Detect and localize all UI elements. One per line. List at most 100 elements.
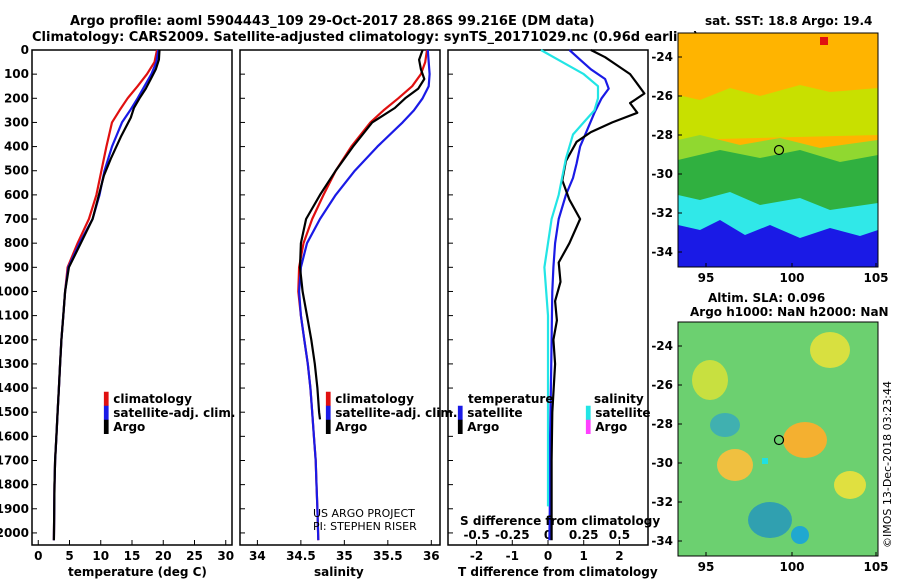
sst-map: -24 -26 -28 -30 -32 -34 95 100 105 (651, 32, 889, 285)
x-tick-label: 15 (124, 549, 141, 563)
map-y-tick-label: -26 (651, 89, 673, 103)
y-tick-label: 200 (4, 91, 29, 105)
temperature-axes (31, 49, 233, 546)
legend-sal-satellite: ▌satellite-adj. clim. (326, 406, 458, 420)
temperature-x-axis: 0 5 10 15 20 25 30 (34, 540, 234, 563)
map-x-tick-label: 95 (698, 271, 715, 285)
y-tick-label: 1300 (0, 357, 29, 371)
legend-temp-satellite: ▌satellite-adj. clim. (104, 406, 236, 420)
difference-panel: -2 -1 0 1 2 -0.5 -0.25 0 0.25 0.5 (447, 49, 649, 563)
x-tick-label: 1 (580, 549, 588, 563)
salinity-panel: 34 34.5 35 35.5 36 (239, 49, 441, 563)
sla-cyan-pixel (762, 458, 768, 464)
sla-blob-6 (710, 413, 740, 437)
sla-blob-2 (692, 360, 728, 400)
salinity-satellite-adj-clim--line (298, 49, 431, 541)
argo-location-marker (773, 144, 785, 156)
sla-blob-5 (748, 502, 792, 538)
temperature-series (52, 49, 161, 541)
legend-temp-climatology: ▌climatology (104, 392, 192, 406)
sla-map: -24 -26 -28 -30 -32 -34 95 100 105 (651, 321, 889, 574)
map-y-tick-label: -30 (651, 167, 673, 181)
y-tick-label: 700 (4, 212, 29, 226)
y-tick-label: 1100 (0, 309, 29, 323)
x-tick-label: 35.5 (373, 549, 403, 563)
y-tick-label: 1200 (0, 333, 29, 347)
s-tick-label: -0.25 (495, 528, 530, 542)
x-tick-label: 34.5 (286, 549, 316, 563)
x-tick-label: 35 (336, 549, 353, 563)
map-y-tick-label: -34 (651, 534, 673, 548)
sst-title: sat. SST: 18.8 Argo: 19.4 (705, 14, 873, 28)
map-y-tick-label: -32 (651, 206, 673, 220)
sst-band-blue (678, 220, 878, 267)
differences-salinity-satellite-line (540, 49, 600, 507)
y-tick-label: 800 (4, 236, 29, 250)
argo-location-marker-sla (773, 434, 785, 446)
x-tick-label: 34 (249, 549, 266, 563)
sst-map-frame (677, 32, 879, 268)
map-y-tick-label: -34 (651, 245, 673, 259)
sla-blob-7 (834, 471, 866, 499)
map-y-tick-label: -24 (651, 339, 673, 353)
x-tick-label: 10 (92, 549, 109, 563)
map-y-tick-label: -28 (651, 417, 673, 431)
t-difference-axis-label: T difference from climatology (458, 565, 658, 579)
temperature-axis-label: temperature (deg C) (68, 565, 207, 579)
sla-blob-8 (791, 526, 809, 544)
legend-diff-temp-satellite: ▌satellite (458, 406, 523, 420)
map-x-tick-label: 105 (863, 271, 888, 285)
sla-blob-1 (810, 332, 850, 368)
s-difference-x-axis: -0.5 -0.25 0 0.25 0.5 (463, 528, 630, 542)
x-tick-label: 0 (34, 549, 42, 563)
temperature-panel: 0100200300400500600700800900100011001200… (0, 43, 234, 563)
y-tick-label: 1800 (0, 478, 29, 492)
map-y-tick-label: -24 (651, 50, 673, 64)
depth-axis: 0 100 200 300 400 500 600 700 800 900 1000 1100 1200… (0, 43, 37, 540)
legend-diff-sal-argo: ▌Argo (586, 420, 628, 434)
y-tick-label: 500 (4, 164, 29, 178)
s-tick-label: -0.5 (463, 528, 489, 542)
sst-band-yellowgreen (678, 85, 878, 140)
y-tick-label: 1700 (0, 453, 29, 467)
y-tick-label: 300 (4, 115, 29, 129)
map-x-tick-label: 100 (779, 271, 804, 285)
x-tick-label: 2 (615, 549, 623, 563)
argo-height-title: Argo h1000: NaN h2000: NaN (690, 305, 889, 319)
sla-map-frame (677, 321, 879, 557)
map-x-tick-label: 105 (863, 560, 888, 574)
y-tick-label: 100 (4, 67, 29, 81)
s-tick-label: 0.25 (569, 528, 599, 542)
climatology-subtitle: Climatology: CARS2009. Satellite-adjuste… (32, 30, 699, 45)
x-tick-label: 0 (544, 549, 552, 563)
legend-diff-sal-satellite: ▌satellite (586, 406, 651, 420)
s-tick-label: 0.5 (609, 528, 630, 542)
project-credit: US ARGO PROJECT (313, 507, 415, 520)
x-tick-label: 20 (155, 549, 172, 563)
y-tick-label: 1400 (0, 381, 29, 395)
difference-series (540, 49, 646, 541)
y-tick-label: 0 (21, 43, 29, 57)
sla-title: Altim. SLA: 0.096 (708, 291, 826, 305)
sla-blob-3 (783, 422, 827, 458)
map-y-tick-label: -28 (651, 128, 673, 142)
sla-blob-4 (717, 449, 753, 481)
x-tick-label: 36 (423, 549, 440, 563)
map-x-tick-label: 95 (698, 560, 715, 574)
s-tick-label: 0 (544, 528, 552, 542)
differences-temperature-satellite-line (548, 49, 610, 541)
x-tick-label: 30 (217, 549, 234, 563)
profile-title: Argo profile: aoml 5904443_109 29-Oct-20… (70, 14, 595, 29)
sla-map-axes: -24 -26 -28 -30 -32 -34 95 100 105 (651, 339, 888, 574)
map-y-tick-label: -26 (651, 378, 673, 392)
y-tick-label: 2000 (0, 526, 29, 540)
sst-hot-spot (820, 37, 828, 45)
y-tick-label: 1600 (0, 429, 29, 443)
x-tick-label: 25 (186, 549, 203, 563)
differences-temperature-argo-line (550, 49, 646, 541)
x-tick-label: 5 (65, 549, 73, 563)
t-difference-x-axis: -2 -1 0 1 2 (448, 49, 624, 563)
y-tick-label: 1900 (0, 502, 29, 516)
s-difference-axis-label: S difference from climatology (460, 514, 661, 528)
